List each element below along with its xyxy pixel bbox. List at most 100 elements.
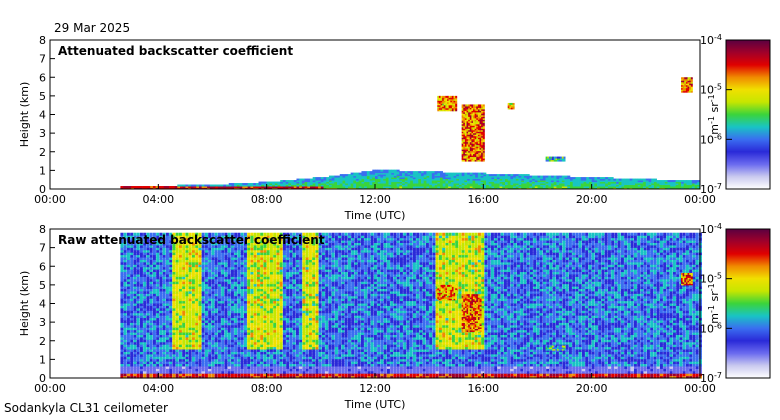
cloud-cell xyxy=(682,89,685,92)
heatmap-cell xyxy=(532,186,536,189)
heatmap-cell xyxy=(475,186,479,189)
heatmap-cell xyxy=(172,247,176,251)
heatmap-cell xyxy=(198,365,202,369)
cloud-cell xyxy=(450,95,453,98)
heatmap-cell xyxy=(126,317,130,321)
heatmap-cell xyxy=(182,322,186,326)
heatmap-cell xyxy=(402,172,406,175)
heatmap-cell xyxy=(483,181,487,184)
cloud-cell xyxy=(468,105,471,108)
heatmap-cell xyxy=(169,363,173,367)
heatmap-cell xyxy=(372,172,376,175)
heatmap-cell xyxy=(551,186,555,189)
heatmap-cell xyxy=(165,336,169,340)
heatmap-cell xyxy=(282,183,286,186)
heatmap-cell xyxy=(312,177,316,180)
heatmap-cell xyxy=(364,186,368,189)
heatmap-cell xyxy=(198,273,202,277)
heatmap-cell xyxy=(120,254,124,258)
heatmap-cell xyxy=(139,315,143,319)
heatmap-cell xyxy=(188,331,192,335)
cloud-cell xyxy=(443,95,446,98)
heatmap-cell xyxy=(505,184,508,187)
heatmap-cell xyxy=(380,174,384,177)
heatmap-cell xyxy=(149,273,153,277)
cloud-cell xyxy=(443,98,446,101)
heatmap-cell xyxy=(510,183,514,186)
heatmap-cell xyxy=(149,344,153,348)
heatmap-cell xyxy=(133,302,137,306)
heatmap-cell xyxy=(139,252,143,256)
heatmap-cell xyxy=(174,186,178,189)
heatmap-cell xyxy=(553,180,557,183)
cloud-cell xyxy=(479,147,482,150)
heatmap-cell xyxy=(162,276,166,280)
heatmap-cell xyxy=(469,172,473,175)
cloud-cell xyxy=(468,158,471,161)
heatmap-cell xyxy=(185,336,189,340)
heatmap-cell xyxy=(201,363,205,367)
heatmap-cell xyxy=(198,249,202,253)
heatmap-cell xyxy=(143,356,147,360)
heatmap-cell xyxy=(507,181,511,184)
heatmap-cell xyxy=(626,178,630,181)
heatmap-cell xyxy=(136,324,140,328)
heatmap-cell xyxy=(201,237,205,241)
heatmap-cell xyxy=(146,271,150,275)
heatmap-cell xyxy=(429,178,433,181)
heatmap-cell xyxy=(496,180,500,183)
heatmap-cell xyxy=(361,181,365,184)
heatmap-cell xyxy=(201,322,205,326)
heatmap-cell xyxy=(120,319,124,323)
heatmap-cell xyxy=(391,178,395,181)
heatmap-cell xyxy=(123,252,127,256)
heatmap-cell xyxy=(120,232,124,236)
heatmap-cell xyxy=(191,288,195,292)
heatmap-cell xyxy=(166,186,170,189)
heatmap-cell xyxy=(208,293,212,297)
heatmap-cell xyxy=(616,178,620,181)
heatmap-cell xyxy=(191,363,195,367)
heatmap-cell xyxy=(130,353,134,357)
heatmap-cell xyxy=(195,261,199,265)
heatmap-cell xyxy=(182,302,186,306)
heatmap-cell xyxy=(165,271,169,275)
heatmap-cell xyxy=(312,186,316,189)
heatmap-cell xyxy=(136,256,140,260)
heatmap-cell xyxy=(159,242,163,246)
heatmap-cell xyxy=(694,181,698,184)
heatmap-cell xyxy=(136,285,140,289)
cloud-cell xyxy=(440,106,443,109)
heatmap-cell xyxy=(195,317,199,321)
heatmap-cell xyxy=(178,244,182,248)
cloud-cell xyxy=(561,159,564,162)
heatmap-cell xyxy=(159,244,163,248)
heatmap-cell xyxy=(208,298,212,302)
heatmap-cell xyxy=(486,180,490,183)
heatmap-cell xyxy=(204,344,208,348)
heatmap-cell xyxy=(572,180,576,183)
heatmap-cell xyxy=(594,178,598,181)
cloud-cell xyxy=(682,80,685,83)
heatmap-cell xyxy=(177,186,181,189)
heatmap-cell xyxy=(526,178,530,181)
heatmap-cell xyxy=(172,264,176,268)
cloud-cell xyxy=(481,114,484,117)
heatmap-cell xyxy=(165,361,169,365)
heatmap-cell xyxy=(130,331,134,335)
heatmap-cell xyxy=(537,177,541,180)
heatmap-cell xyxy=(136,373,140,377)
heatmap-cell xyxy=(126,295,130,299)
cloud-cell xyxy=(461,108,464,111)
y-tick-label: 2 xyxy=(39,146,46,159)
heatmap-cell xyxy=(152,344,156,348)
heatmap-cell xyxy=(613,181,617,184)
heatmap-cell xyxy=(188,269,192,273)
heatmap-cell xyxy=(580,181,584,184)
cloud-cell xyxy=(482,140,485,143)
heatmap-cell xyxy=(635,183,638,186)
cloud-cell xyxy=(466,141,469,144)
heatmap-cell xyxy=(198,184,202,187)
heatmap-cell xyxy=(123,295,127,299)
heatmap-cell xyxy=(162,370,166,374)
